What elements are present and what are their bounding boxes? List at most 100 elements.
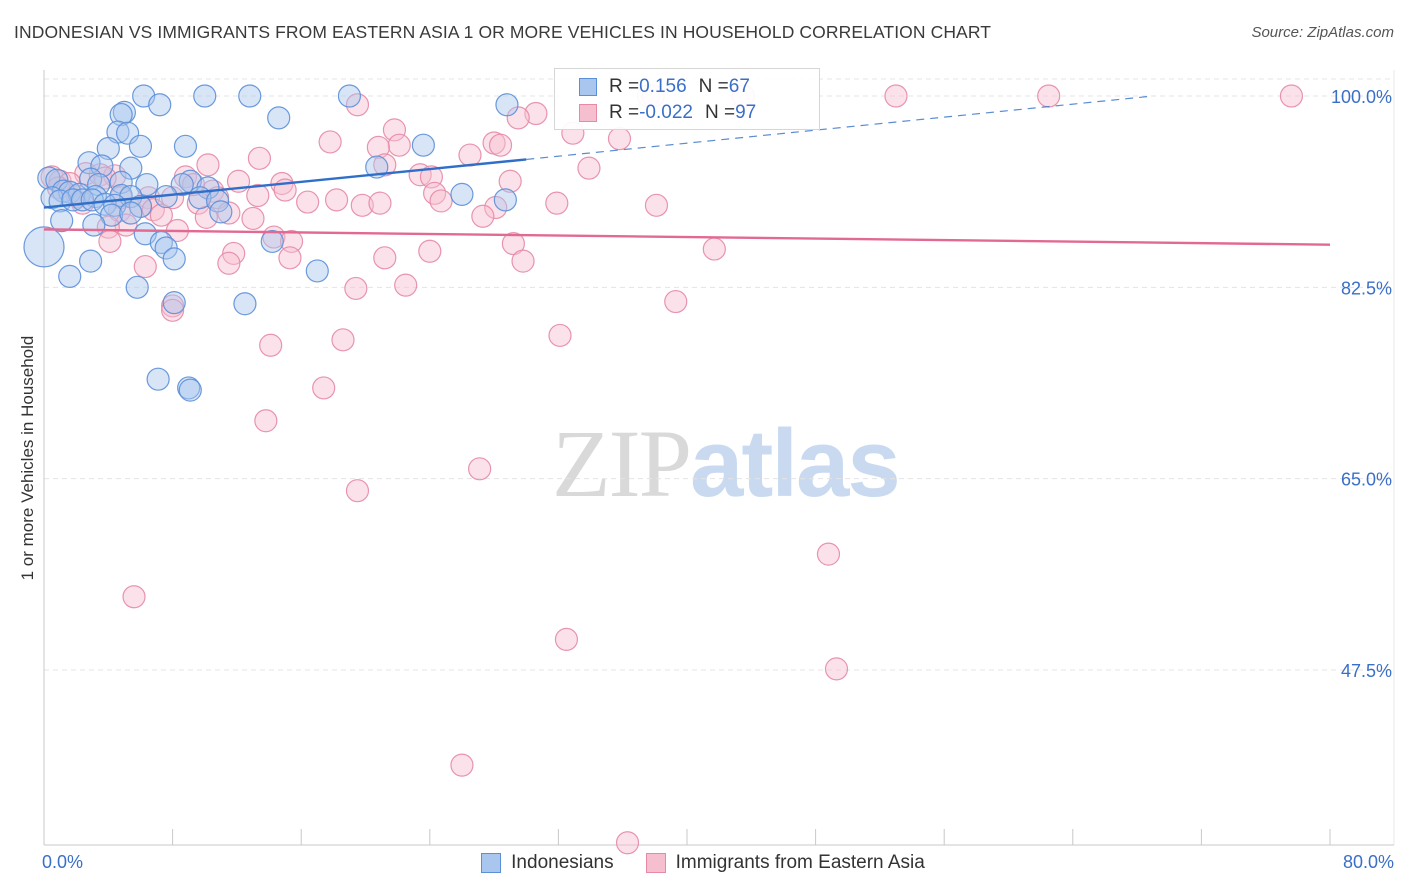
data-point <box>196 153 220 177</box>
data-point <box>548 323 572 348</box>
data-point <box>501 232 525 256</box>
data-point <box>324 188 349 212</box>
legend-r-label: R = <box>609 76 640 97</box>
data-point <box>394 273 418 297</box>
data-point <box>267 106 291 130</box>
data-point <box>450 182 474 206</box>
data-point <box>387 133 411 157</box>
data-point <box>296 190 320 214</box>
series-swatch-pink <box>645 853 666 873</box>
legend-r-label: R = <box>609 102 640 123</box>
data-point <box>246 183 270 208</box>
data-point <box>170 172 194 197</box>
data-point <box>816 542 841 566</box>
data-point <box>1037 84 1061 108</box>
data-point <box>345 479 370 503</box>
data-point <box>468 457 492 481</box>
data-point <box>45 168 69 192</box>
legend-swatch-pink <box>579 104 597 122</box>
data-point <box>196 176 220 200</box>
series-legend: Indonesians Immigrants from Eastern Asia <box>0 852 1406 874</box>
data-point <box>109 170 133 194</box>
data-point <box>209 200 233 224</box>
data-point <box>217 251 241 275</box>
data-point <box>554 627 579 651</box>
y-axis-label: 1 or more Vehicles in Household <box>18 335 37 581</box>
data-point <box>495 93 519 117</box>
correlation-legend: R = 0.156 N = 67 R = -0.022 N = 97 <box>554 68 820 130</box>
y-tick-label: 47.5% <box>1341 661 1392 681</box>
data-point <box>511 249 535 273</box>
data-point <box>418 239 442 263</box>
series-legend-label: Indonesians <box>511 852 614 873</box>
legend-row-indonesians: R = 0.156 N = 67 <box>579 75 750 99</box>
trend-lines <box>43 95 1331 246</box>
series-legend-immigrants: Immigrants from Eastern Asia <box>645 852 925 874</box>
chart-title: INDONESIAN VS IMMIGRANTS FROM EASTERN AS… <box>14 22 992 42</box>
data-point <box>344 276 368 301</box>
data-point <box>368 191 392 215</box>
data-point <box>98 229 122 254</box>
data-point <box>350 193 374 217</box>
data-point <box>644 193 669 217</box>
data-point <box>1279 84 1304 108</box>
data-point <box>318 130 342 154</box>
data-point <box>79 249 103 273</box>
indonesians-points <box>23 84 519 402</box>
legend-row-immigrants: R = -0.022 N = 97 <box>579 101 756 125</box>
indonesians-trend-line <box>43 158 527 209</box>
y-tick-labels: 47.5% 65.0% 82.5% 100.0% <box>1331 87 1392 681</box>
data-point <box>125 275 149 299</box>
data-point <box>233 292 257 316</box>
data-point <box>366 135 390 159</box>
data-point <box>162 291 186 315</box>
data-point <box>135 172 159 197</box>
data-point <box>411 133 435 157</box>
data-point <box>50 209 74 233</box>
data-point <box>577 156 601 180</box>
watermark: ZIPatlas <box>552 408 901 519</box>
data-point <box>99 203 124 227</box>
data-point <box>161 298 185 322</box>
data-point <box>382 118 407 142</box>
data-point <box>498 169 522 193</box>
legend-n-label: N = <box>704 102 736 123</box>
data-point <box>607 127 632 151</box>
source-label: Source: ZipAtlas.com <box>1251 24 1394 41</box>
legend-n-value: 67 <box>728 76 750 97</box>
indonesians-trend-extension <box>526 95 1154 161</box>
data-point <box>488 133 513 157</box>
data-point <box>429 189 453 213</box>
data-point <box>260 229 284 254</box>
series-legend-label: Immigrants from Eastern Asia <box>675 852 925 873</box>
data-point <box>109 102 133 127</box>
data-point <box>884 84 908 108</box>
data-point <box>305 259 329 283</box>
data-point <box>471 204 495 228</box>
data-point <box>484 195 508 220</box>
data-point <box>128 134 153 158</box>
data-point <box>238 84 262 108</box>
data-point <box>162 247 186 271</box>
data-point <box>161 186 185 210</box>
series-legend-indonesians: Indonesians <box>481 852 614 874</box>
data-point <box>545 191 569 215</box>
data-point <box>373 153 397 177</box>
data-point <box>37 166 61 190</box>
data-point <box>259 333 283 357</box>
data-point <box>93 192 117 216</box>
data-point <box>82 213 106 237</box>
data-point <box>373 246 397 270</box>
y-tick-label: 65.0% <box>1341 470 1392 490</box>
data-point <box>254 409 278 433</box>
watermark-atlas: atlas <box>690 410 901 517</box>
legend-n-value: 97 <box>735 102 757 123</box>
data-point <box>133 254 157 279</box>
legend-r-value: 0.156 <box>639 76 687 97</box>
x-tick-min: 0.0% <box>42 852 84 872</box>
data-point <box>337 84 362 108</box>
data-point <box>702 237 726 261</box>
legend-swatch-blue <box>579 78 597 96</box>
watermark-zip: ZIP <box>552 410 692 517</box>
